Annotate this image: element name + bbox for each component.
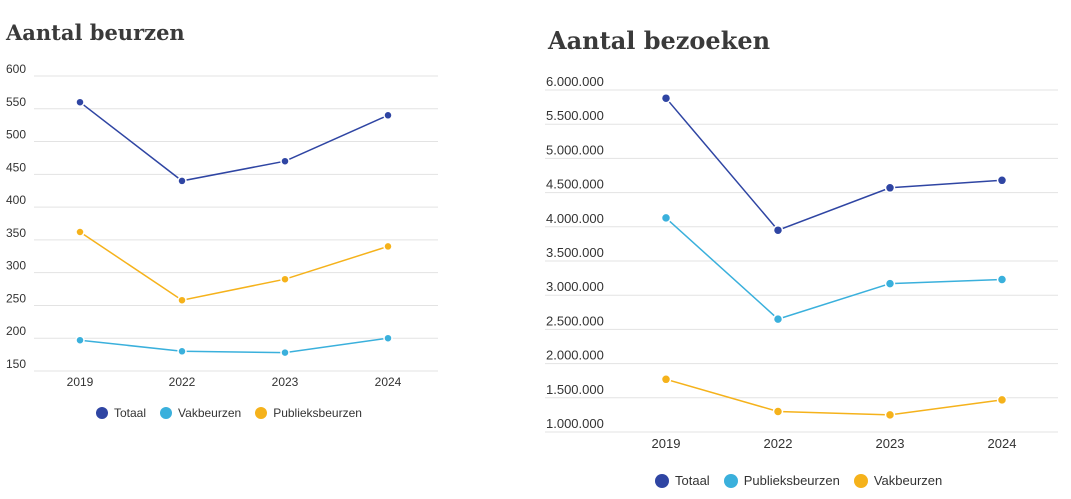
- y-tick-label: 350: [6, 226, 26, 240]
- y-tick-label: 1.500.000: [546, 382, 604, 397]
- legend-marker-publieksbeurzen: [723, 473, 738, 488]
- x-tick-label: 2024: [375, 375, 402, 389]
- y-tick-label: 550: [6, 95, 26, 109]
- series-line-totaal: [665, 97, 1003, 232]
- y-tick-label: 5.500.000: [546, 108, 604, 123]
- legend-marker-totaal: [655, 473, 669, 488]
- legend-item-totaal[interactable]: Totaal: [655, 473, 710, 488]
- data-point-publieksbeurzen[interactable]: [772, 313, 784, 325]
- legend-label-vakbeurzen: Vakbeurzen: [178, 406, 242, 420]
- y-tick-label: 2.500.000: [546, 313, 604, 328]
- data-point-vakbeurzen[interactable]: [75, 335, 85, 345]
- legend-item-vakbeurzen[interactable]: Vakbeurzen: [160, 406, 241, 420]
- legend-marker-vakbeurzen: [160, 407, 173, 419]
- series-line-totaal: [79, 101, 389, 182]
- data-point-publieksbeurzen[interactable]: [660, 212, 672, 224]
- y-tick-label: 2.000.000: [546, 348, 604, 363]
- y-tick-label: 150: [6, 357, 26, 371]
- y-tick-label: 500: [6, 128, 26, 142]
- y-tick-label: 4.500.000: [546, 177, 604, 192]
- y-tick-label: 3.000.000: [546, 279, 604, 294]
- x-tick-label: 2023: [876, 436, 905, 451]
- y-tick-label: 4.000.000: [546, 211, 604, 226]
- data-point-publieksbeurzen[interactable]: [177, 295, 187, 305]
- legend-marker-totaal: [96, 407, 108, 419]
- data-point-publieksbeurzen[interactable]: [996, 274, 1008, 285]
- data-point-totaal[interactable]: [177, 176, 187, 186]
- y-tick-label: 1.000.000: [546, 416, 604, 431]
- data-point-publieksbeurzen[interactable]: [884, 278, 896, 289]
- data-point-vakbeurzen[interactable]: [280, 347, 290, 358]
- data-point-publieksbeurzen[interactable]: [383, 241, 393, 252]
- y-tick-label: 200: [6, 324, 26, 338]
- legend-bezoeken: Totaal Publieksbeurzen Vakbeurzen: [655, 473, 956, 488]
- data-point-vakbeurzen[interactable]: [772, 406, 784, 417]
- series-line-publieksbeurzen: [665, 217, 1003, 320]
- y-tick-label: 3.500.000: [546, 245, 604, 260]
- legend-item-publieksbeurzen[interactable]: Publieksbeurzen: [255, 406, 362, 420]
- data-point-vakbeurzen[interactable]: [996, 394, 1008, 406]
- chart-title-bezoeken: Aantal bezoeken: [548, 26, 771, 55]
- legend-label-totaal: Totaal: [114, 406, 147, 420]
- legend-label-publieksbeurzen: Publieksbeurzen: [743, 473, 840, 488]
- x-tick-label: 2019: [652, 436, 681, 451]
- data-point-totaal[interactable]: [996, 175, 1008, 186]
- data-point-totaal[interactable]: [884, 182, 896, 194]
- data-point-vakbeurzen[interactable]: [660, 374, 672, 385]
- x-tick-label: 2023: [272, 375, 299, 389]
- x-tick-label: 2022: [169, 375, 196, 389]
- data-point-totaal[interactable]: [75, 97, 85, 107]
- y-tick-label: 6.000.000: [546, 74, 604, 89]
- y-tick-label: 400: [6, 193, 26, 207]
- legend-label-vakbeurzen: Vakbeurzen: [873, 473, 943, 488]
- y-tick-label: 300: [6, 259, 26, 273]
- y-tick-label: 5.000.000: [546, 142, 604, 157]
- data-point-publieksbeurzen[interactable]: [75, 227, 85, 237]
- y-tick-label: 600: [6, 62, 26, 76]
- y-tick-label: 450: [6, 160, 26, 174]
- legend-item-vakbeurzen[interactable]: Vakbeurzen: [853, 473, 943, 488]
- data-point-vakbeurzen[interactable]: [383, 333, 393, 343]
- data-point-totaal[interactable]: [383, 110, 393, 121]
- series-line-publieksbeurzen: [79, 231, 389, 301]
- legend-label-totaal: Totaal: [675, 473, 710, 488]
- chart-title-beurzen: Aantal beurzen: [6, 20, 185, 45]
- data-point-vakbeurzen[interactable]: [177, 346, 187, 357]
- x-tick-label: 2019: [67, 375, 94, 389]
- legend-marker-vakbeurzen: [853, 473, 868, 488]
- legend-beurzen: Totaal Vakbeurzen Publieksbeurzen: [96, 406, 376, 420]
- x-tick-label: 2024: [988, 436, 1017, 451]
- x-tick-label: 2022: [764, 436, 793, 451]
- series-line-vakbeurzen: [665, 378, 1003, 416]
- legend-item-publieksbeurzen[interactable]: Publieksbeurzen: [723, 473, 840, 488]
- series-line-vakbeurzen: [79, 337, 389, 354]
- data-point-publieksbeurzen[interactable]: [280, 274, 290, 284]
- y-tick-label: 250: [6, 291, 26, 305]
- data-point-totaal[interactable]: [772, 224, 784, 236]
- data-point-totaal[interactable]: [660, 92, 672, 104]
- legend-item-totaal[interactable]: Totaal: [96, 406, 146, 420]
- legend-marker-publieksbeurzen: [255, 407, 268, 419]
- data-point-vakbeurzen[interactable]: [884, 409, 896, 421]
- legend-label-publieksbeurzen: Publieksbeurzen: [273, 406, 362, 420]
- chart-beurzen: 150 200 250 300 350 400 450 500 550 600 2019 2022 20…: [6, 62, 438, 389]
- data-point-totaal[interactable]: [280, 156, 290, 166]
